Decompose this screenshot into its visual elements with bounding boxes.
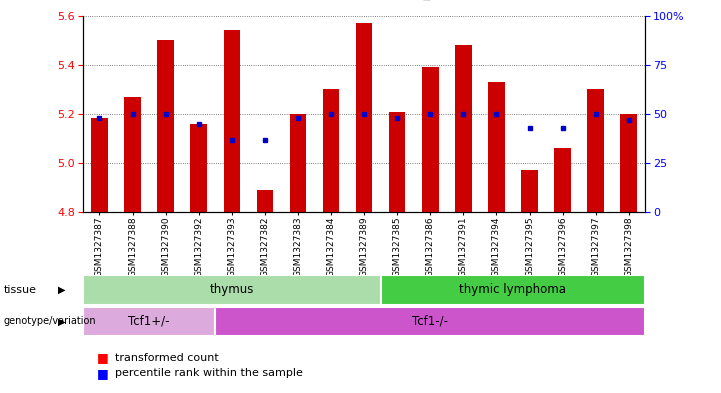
Bar (83, 275, 381, 305)
Text: thymus: thymus (210, 283, 254, 296)
Bar (455, 45, 472, 212)
Bar (588, 90, 604, 212)
Text: thymic lymphoma: thymic lymphoma (459, 283, 567, 296)
Text: Tcf1-/-: Tcf1-/- (412, 315, 448, 328)
Bar (224, 30, 240, 212)
Text: ▶: ▶ (58, 285, 65, 295)
Bar (290, 114, 306, 212)
Bar (422, 67, 438, 212)
Bar (554, 149, 571, 212)
Bar (323, 90, 340, 212)
Bar (83, 307, 216, 336)
Text: ■: ■ (97, 351, 109, 364)
Bar (190, 124, 207, 212)
Text: tissue: tissue (4, 285, 37, 295)
Bar (381, 275, 645, 305)
Text: percentile rank within the sample: percentile rank within the sample (115, 368, 304, 378)
Bar (124, 97, 141, 212)
Bar (157, 40, 174, 212)
Bar (521, 171, 538, 212)
Bar (488, 82, 505, 212)
Text: transformed count: transformed count (115, 353, 219, 363)
Bar (356, 23, 372, 212)
Bar (389, 112, 405, 212)
Text: Tcf1+/-: Tcf1+/- (128, 315, 170, 328)
Bar (257, 190, 273, 212)
Text: ■: ■ (97, 367, 109, 380)
Text: genotype/variation: genotype/variation (4, 316, 96, 326)
Text: ▶: ▶ (58, 316, 65, 326)
Bar (216, 307, 645, 336)
Bar (621, 114, 637, 212)
Bar (91, 118, 107, 212)
